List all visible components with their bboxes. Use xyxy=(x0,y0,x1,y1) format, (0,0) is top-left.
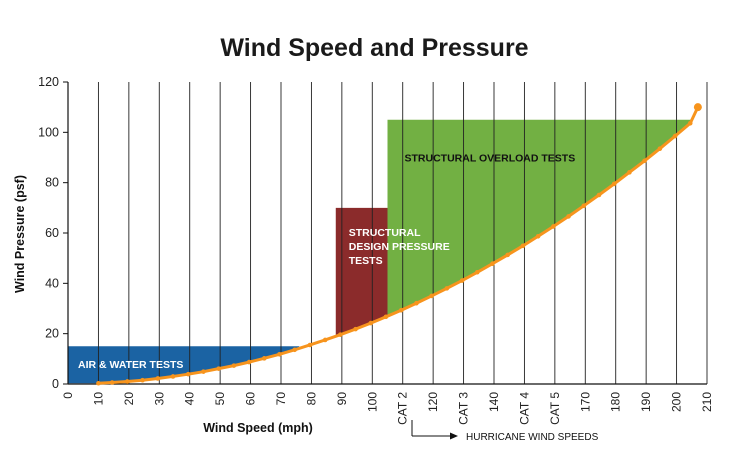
design-pressure-label: TESTS xyxy=(349,255,383,267)
data-point xyxy=(687,120,693,126)
x-tick-label: 40 xyxy=(183,392,197,406)
x-tick-label: 0 xyxy=(61,392,75,399)
test-regions xyxy=(68,119,698,384)
x-tick-label: 140 xyxy=(487,392,501,412)
air-water-label: AIR & WATER TESTS xyxy=(78,359,183,371)
y-tick-label: 40 xyxy=(45,276,59,290)
x-tick-label: 200 xyxy=(670,392,684,412)
air-water-region xyxy=(68,346,300,384)
data-point xyxy=(292,347,297,353)
y-tick-label: 0 xyxy=(52,377,59,391)
hurricane-arrow-head xyxy=(450,432,458,440)
x-tick-label: 170 xyxy=(578,392,592,412)
data-point xyxy=(277,352,282,357)
data-point xyxy=(505,252,510,258)
data-point xyxy=(642,158,647,164)
data-point xyxy=(185,371,191,377)
data-point xyxy=(368,320,374,326)
y-axis-title: Wind Pressure (psf) xyxy=(13,175,27,293)
data-point xyxy=(627,170,632,175)
data-point xyxy=(444,286,450,291)
y-tick-label: 80 xyxy=(45,176,59,190)
data-point xyxy=(201,369,206,374)
data-point xyxy=(261,356,267,361)
data-point xyxy=(140,377,145,383)
x-tick-label: 210 xyxy=(700,392,714,412)
axes xyxy=(63,81,707,385)
tick-labels: 0 20 40 60 80 100 120 0 10 20 30 40 50 60 70 80 90 100 CAT… xyxy=(38,75,714,425)
data-point xyxy=(383,314,389,320)
design-pressure-label: DESIGN PRESSURE xyxy=(349,241,450,253)
hurricane-label: HURRICANE WIND SPEEDS xyxy=(466,432,599,443)
data-point xyxy=(170,374,176,379)
data-point xyxy=(353,326,358,332)
x-tick-label: 90 xyxy=(335,392,349,406)
x-tick-label: 80 xyxy=(304,392,318,406)
data-point xyxy=(581,203,587,209)
x-tick-label: CAT 2 xyxy=(396,392,410,425)
data-point xyxy=(596,192,602,198)
x-tick-label: 180 xyxy=(609,392,623,412)
x-tick-label: 100 xyxy=(365,392,379,412)
x-tick-label: 10 xyxy=(91,392,105,406)
data-point xyxy=(490,261,495,267)
data-point xyxy=(551,224,556,229)
overload-region xyxy=(387,119,698,317)
y-tick-label: 20 xyxy=(45,327,59,341)
data-point xyxy=(246,359,252,365)
x-tick-label: CAT 3 xyxy=(457,392,471,425)
data-point xyxy=(109,380,115,385)
data-point xyxy=(155,376,161,381)
x-tick-label: 120 xyxy=(426,392,440,412)
data-point xyxy=(672,133,678,139)
data-point xyxy=(338,332,343,337)
data-point xyxy=(693,103,702,112)
data-point xyxy=(322,337,328,343)
data-point xyxy=(429,293,434,299)
data-point xyxy=(398,307,404,313)
data-point xyxy=(611,181,617,187)
data-point xyxy=(520,243,526,249)
data-point xyxy=(474,269,480,275)
data-point xyxy=(231,363,237,368)
x-tick-label: 30 xyxy=(152,392,166,406)
overload-label: STRUCTURAL OVERLOAD TESTS xyxy=(405,153,576,165)
data-point xyxy=(96,380,101,386)
x-tick-label: CAT 4 xyxy=(517,392,531,425)
data-point xyxy=(459,278,465,283)
data-point xyxy=(307,342,313,348)
x-tick-label: 70 xyxy=(274,392,288,406)
y-tick-label: 100 xyxy=(38,125,59,139)
x-tick-label: 20 xyxy=(122,392,136,406)
y-tick-label: 60 xyxy=(45,226,59,240)
data-point xyxy=(535,233,541,239)
pressure-curve xyxy=(96,103,702,386)
x-axis-title: Wind Speed (mph) xyxy=(203,421,313,435)
design-pressure-label: STRUCTURAL xyxy=(349,227,421,239)
chart-title: Wind Speed and Pressure xyxy=(220,34,529,62)
hurricane-annotation: HURRICANE WIND SPEEDS xyxy=(411,420,599,443)
data-point xyxy=(657,146,663,151)
region-labels: AIR & WATER TESTS STRUCTURAL DESIGN PRESSU… xyxy=(78,153,575,371)
x-tick-label: 50 xyxy=(213,392,227,406)
data-point xyxy=(125,379,130,384)
x-tick-label: 190 xyxy=(639,392,653,412)
data-point xyxy=(566,214,571,219)
data-point xyxy=(216,366,221,371)
vertical-gridlines xyxy=(97,82,708,384)
data-point xyxy=(414,300,419,306)
y-tick-label: 120 xyxy=(38,75,59,89)
x-tick-label: CAT 5 xyxy=(548,392,562,425)
x-tick-label: 60 xyxy=(244,392,258,406)
